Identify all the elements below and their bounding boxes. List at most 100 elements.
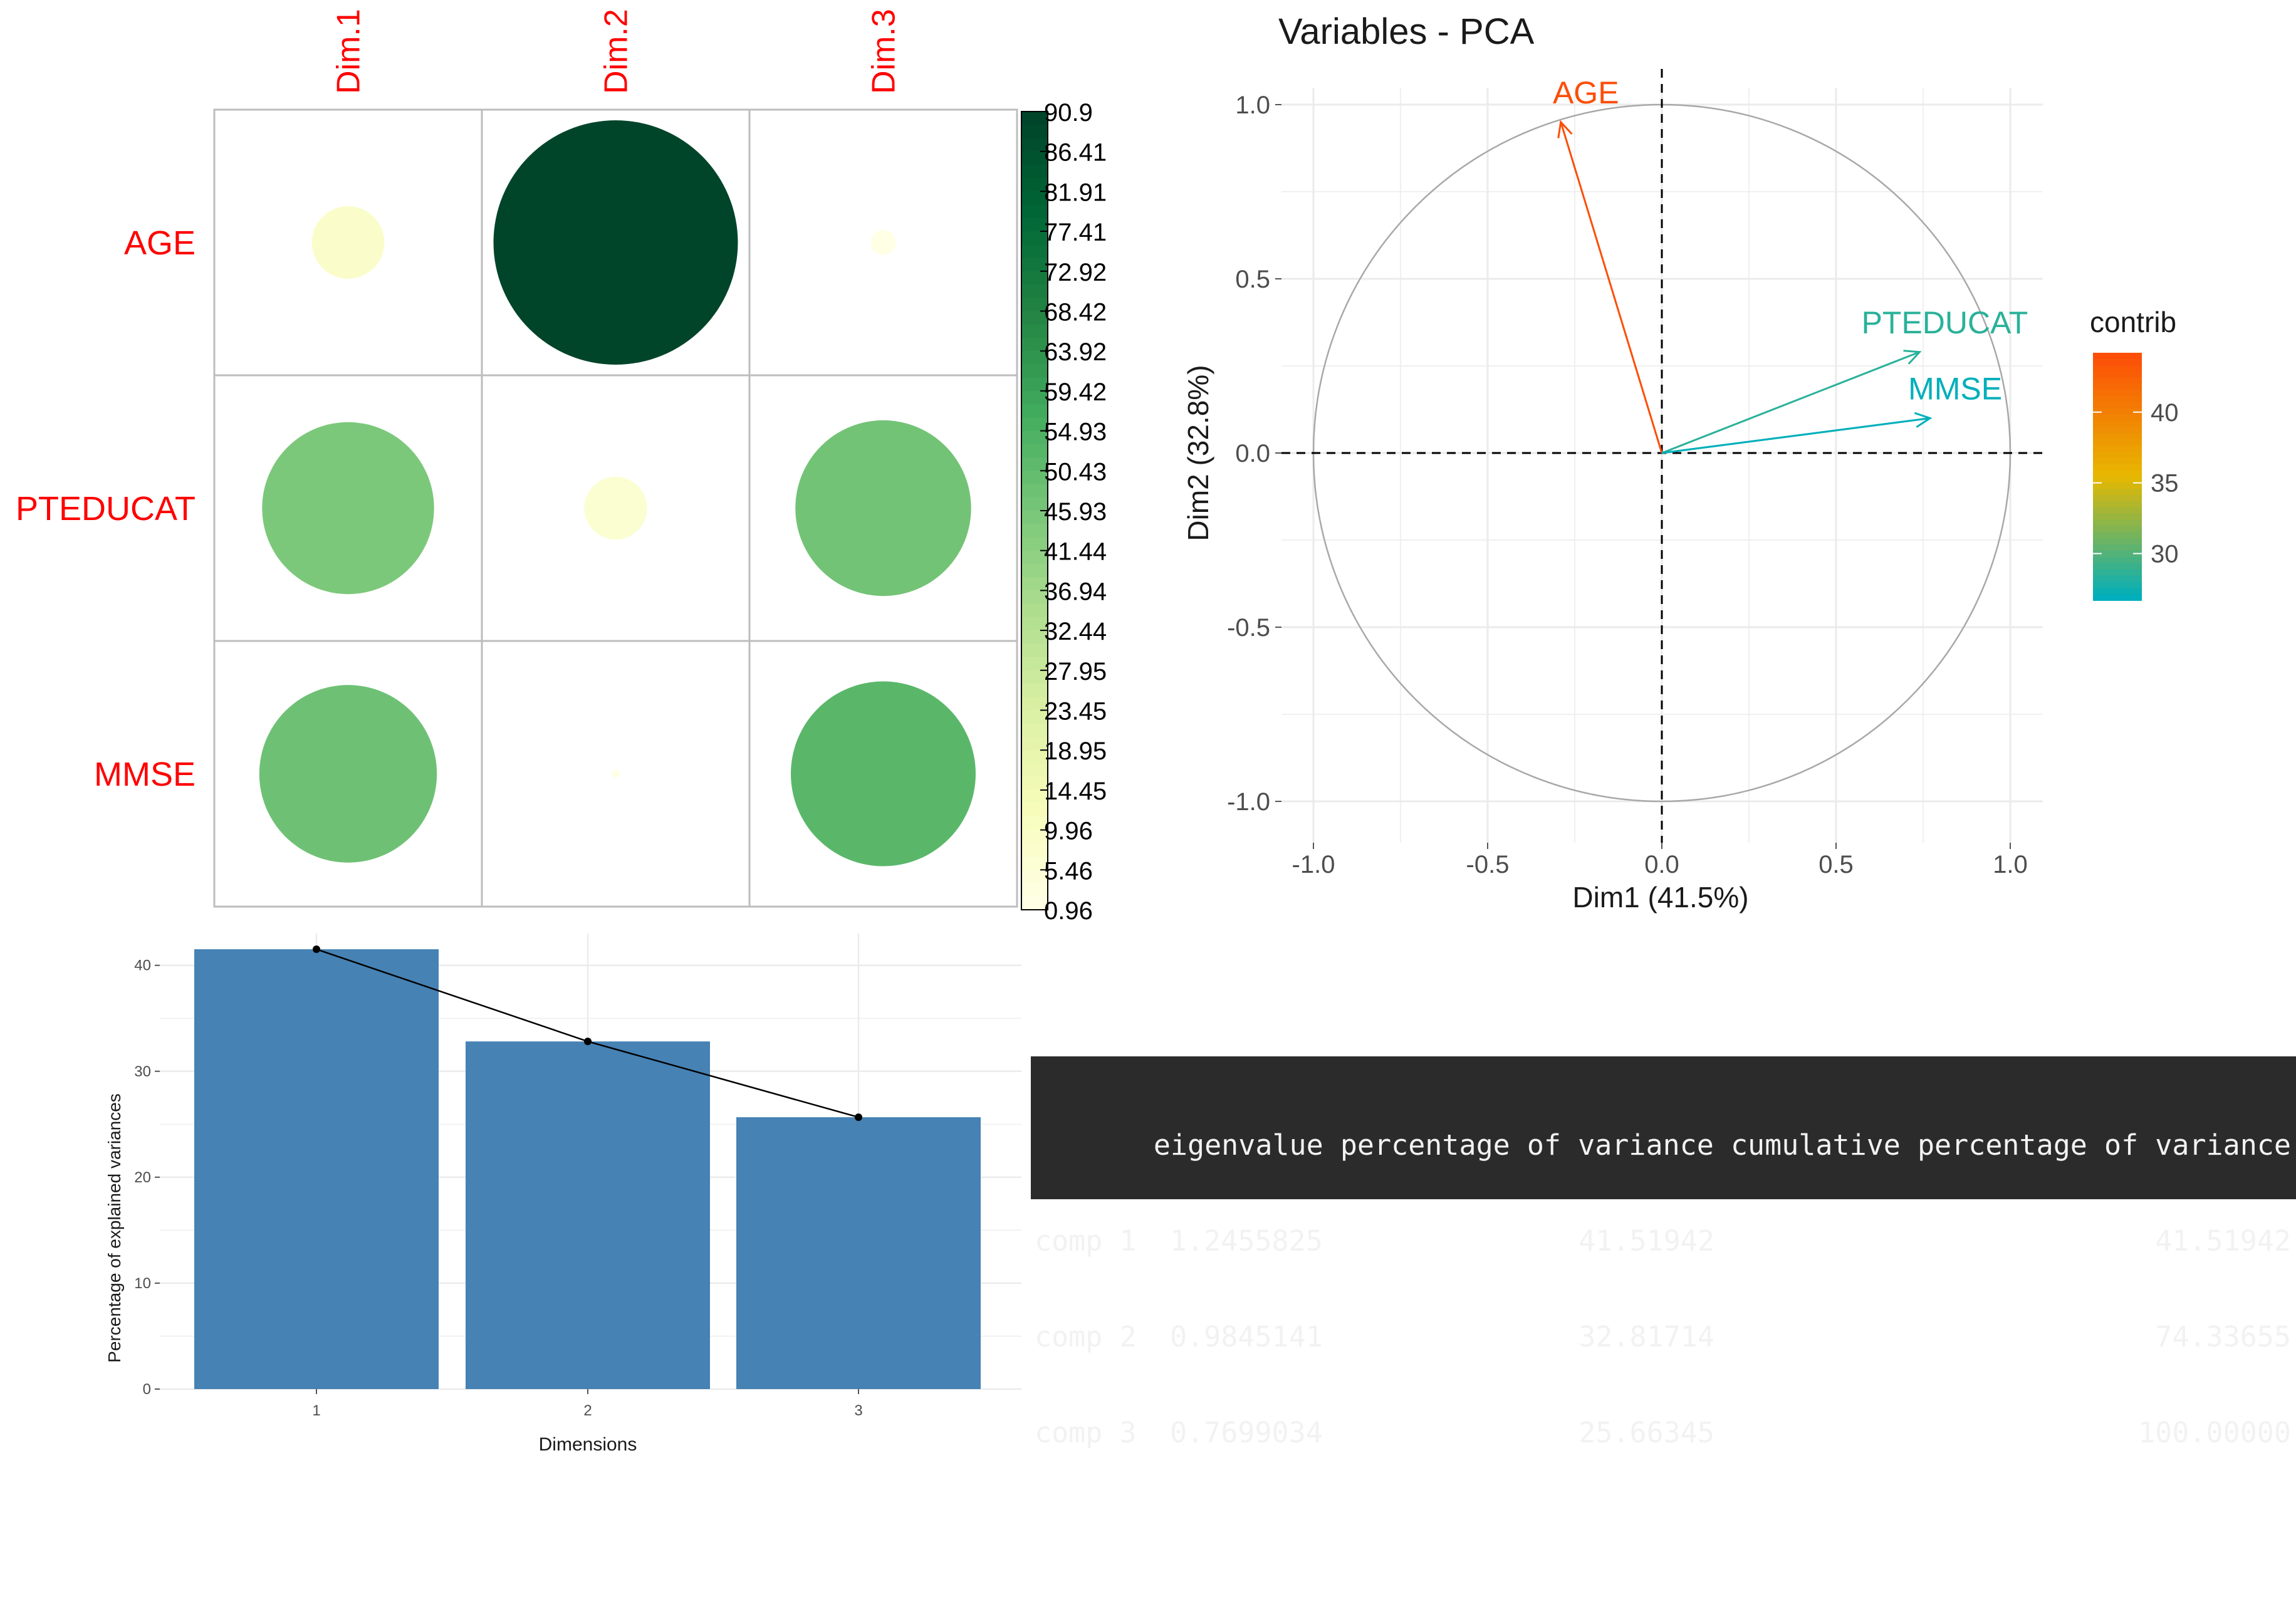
legend-gradient-segment [2093, 452, 2142, 459]
colorbar-segment [1021, 577, 1048, 591]
pca-x-tick-label: 0.0 [1644, 851, 1679, 878]
colorbar-segment [1021, 271, 1048, 286]
colorbar-tick-label: 90.9 [1044, 99, 1093, 127]
scree-bars [194, 949, 981, 1389]
pca-x-axis-label: Dim1 (41.5%) [1572, 881, 1748, 914]
colorbar-segment [1021, 364, 1048, 378]
colorbar-segment [1021, 803, 1048, 818]
eigenvalue-cell: 1.2455825 [1170, 1224, 1323, 1258]
colorbar-tick-label: 86.41 [1044, 139, 1107, 167]
colorbar-segment [1021, 244, 1048, 259]
percentage-cell: 41.51942 [1578, 1224, 1714, 1258]
legend-gradient-segment [2093, 544, 2142, 551]
colorbar-tick-label: 45.93 [1044, 498, 1107, 526]
legend-gradient-segment [2093, 470, 2142, 477]
legend-gradient-segment [2093, 377, 2142, 385]
colorbar-segment [1021, 417, 1048, 432]
colorbar-tick-label: 18.95 [1044, 737, 1107, 765]
corrplot-column-label: Dim.1 [331, 9, 367, 94]
colorbar-segment [1021, 298, 1048, 312]
pca-x-tick-label: 0.5 [1819, 851, 1854, 878]
eigenvalue-table: eigenvalue percentage of variance cumula… [1031, 1056, 2296, 1449]
colorbar-segment [1021, 763, 1048, 778]
scree-panel: 40 30 20 10 0 1 2 3 Dimensions Percentage of ex… [105, 934, 1021, 1455]
colorbar-segment [1021, 603, 1048, 618]
corrplot-column-label: Dim.3 [866, 9, 902, 94]
colorbar-tick-label: 68.42 [1044, 299, 1107, 326]
colorbar-segment [1021, 231, 1048, 246]
legend-gradient-segment [2093, 495, 2142, 502]
pca-arrow-pteducat [1661, 351, 1920, 454]
legend-gradient-segment [2093, 427, 2142, 434]
component-name: comp 3 [1035, 1416, 1137, 1449]
legend-gradient-segment [2093, 358, 2142, 366]
corrplot-grid [213, 108, 1018, 908]
percentage-cell: 32.81714 [1578, 1320, 1714, 1353]
colorbar-segment [1021, 471, 1048, 485]
colorbar-segment [1021, 138, 1048, 152]
scree-x-axis-label: Dimensions [539, 1434, 637, 1455]
colorbar-segment [1021, 337, 1048, 352]
colorbar-tick-label: 63.92 [1044, 338, 1107, 366]
pca-arrow-label: PTEDUCAT [1862, 305, 2028, 340]
colorbar-segment [1021, 883, 1048, 897]
pca-y-tick-label: -0.5 [1227, 614, 1270, 642]
pca-arrowhead [1557, 120, 1573, 138]
colorbar-segment [1021, 204, 1048, 219]
scree-bar [736, 1117, 981, 1389]
colorbar-segment [1021, 178, 1048, 192]
corrplot-cell [748, 640, 1018, 908]
legend-gradient-segment [2093, 519, 2142, 527]
corrplot-circle [311, 206, 385, 279]
legend-gradient-segment [2093, 556, 2142, 564]
colorbar-segment [1021, 164, 1048, 179]
colorbar-segment [1021, 112, 1048, 126]
colorbar-segment [1021, 284, 1048, 299]
legend-gradient-segment [2093, 420, 2142, 428]
legend-gradient-segment [2093, 445, 2142, 452]
colorbar-tick-label: 5.46 [1044, 857, 1093, 885]
colorbar-segment [1021, 657, 1048, 671]
colorbar-segment [1021, 710, 1048, 724]
colorbar-segment [1021, 430, 1048, 445]
colorbar-tick-label: 32.44 [1044, 618, 1107, 645]
colorbar-segment [1021, 723, 1048, 737]
colorbar-segment [1021, 896, 1048, 910]
legend-gradient-segment [2093, 489, 2142, 496]
pca-tick-labels: -1.0 -0.5 0.0 0.5 1.0 1.0 0.5 0.0 -0.5 -1.0 [1227, 91, 2028, 878]
colorbar-segment [1021, 125, 1048, 139]
colorbar-segment [1021, 377, 1048, 392]
scree-y-tick-label: 20 [134, 1169, 151, 1186]
legend-gradient-segment [2093, 588, 2142, 595]
legend-gradient-segment [2093, 414, 2142, 422]
pca-x-tick-label: -0.5 [1466, 851, 1510, 878]
colorbar-tick-label: 72.92 [1044, 259, 1107, 286]
legend-gradient-segment [2093, 476, 2142, 484]
legend-gradient-segment [2093, 371, 2142, 378]
pca-arrowhead [1914, 412, 1933, 428]
colorbar-segment [1021, 816, 1048, 831]
cumulative-cell: 74.33655 [2155, 1320, 2291, 1353]
scree-bar [194, 949, 439, 1389]
pca-arrow-label: MMSE [1908, 371, 2002, 406]
colorbar-segment [1021, 736, 1048, 751]
table-header: eigenvalue percentage of variance cumula… [1153, 1128, 2291, 1162]
corrplot-circle [791, 681, 976, 867]
scree-x-tick-label: 3 [854, 1402, 862, 1419]
colorbar-tick-label: 27.95 [1044, 658, 1107, 685]
legend-gradient-segment [2093, 507, 2142, 514]
legend-gradient-segment [2093, 594, 2142, 601]
cumulative-cell: 100.00000 [2138, 1416, 2291, 1449]
legend-gradient-segment [2093, 513, 2142, 521]
corrplot-circle [493, 120, 738, 365]
legend-gradient-segment [2093, 383, 2142, 391]
legend-gradient-segment [2093, 551, 2142, 558]
colorbar-tick-label: 0.96 [1044, 897, 1093, 925]
corrplot-circles [259, 120, 976, 867]
legend-tick-label: 30 [2151, 541, 2179, 568]
colorbar-segment [1021, 258, 1048, 272]
colorbar-segment [1021, 524, 1048, 538]
corrplot-colorbar: 90.9 86.41 81.91 77.41 72.92 68.42 63.92 59.42 5… [1021, 99, 1107, 925]
colorbar-segment [1021, 843, 1048, 858]
colorbar-segment [1021, 351, 1048, 365]
